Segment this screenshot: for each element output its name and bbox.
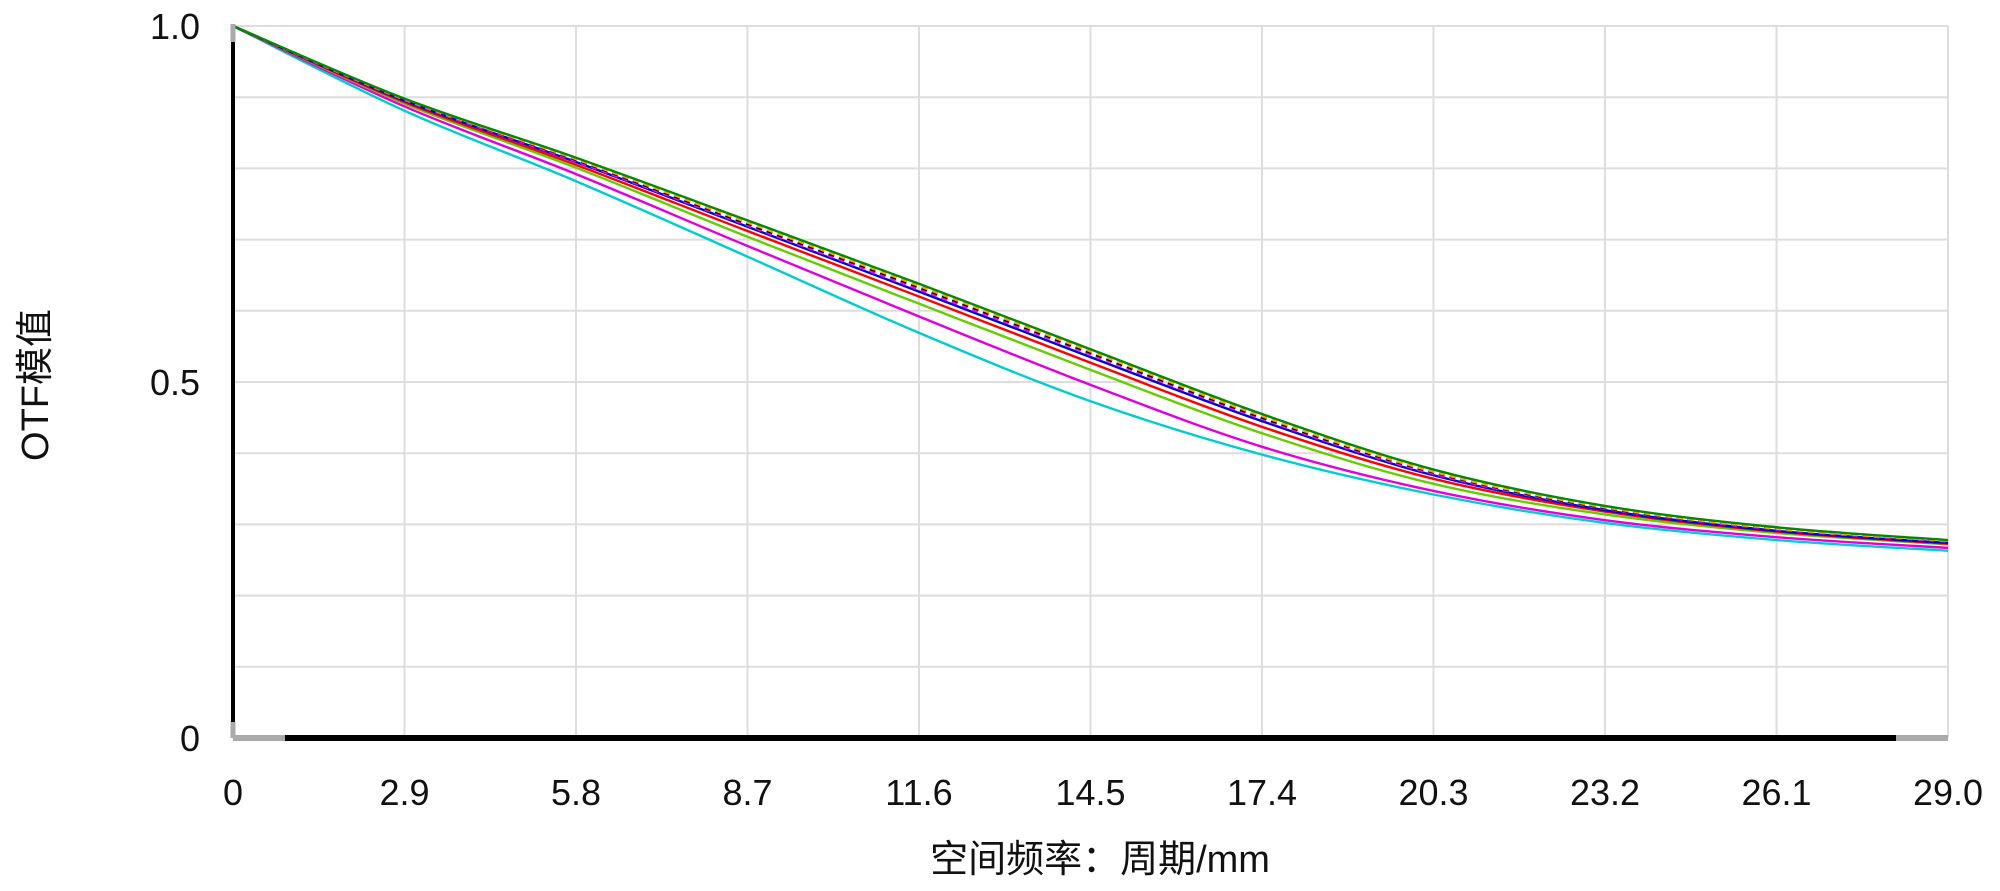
x-tick-label: 17.4 [1227, 772, 1297, 813]
series-line-9 [232, 24, 1949, 542]
x-tick-label: 8.7 [722, 772, 772, 813]
y-tick-label: 1.0 [150, 6, 200, 47]
series-line-2 [232, 24, 1949, 550]
x-tick-label: 14.5 [1055, 772, 1125, 813]
series-lines [232, 24, 1949, 552]
x-tick-label: 0 [223, 772, 243, 813]
y-tick-labels: 0 0.5 1.0 [150, 6, 200, 759]
y-tick-label: 0.5 [150, 362, 200, 403]
x-tick-label: 29.0 [1913, 772, 1983, 813]
x-axis-title: 空间频率：周期/mm [930, 839, 1270, 881]
x-tick-label: 26.1 [1741, 772, 1811, 813]
series-line-3 [232, 24, 1949, 546]
x-tick-label: 11.6 [885, 772, 952, 813]
axes [230, 24, 1948, 741]
series-line-1 [232, 24, 1949, 552]
grid [232, 25, 1949, 738]
x-tick-label: 20.3 [1398, 772, 1468, 813]
x-tick-labels: 0 2.9 5.8 8.7 11.6 14.5 17.4 20.3 23.2 26.1 29.0 [223, 772, 1983, 813]
x-tick-label: 23.2 [1570, 772, 1640, 813]
x-tick-label: 2.9 [379, 772, 429, 813]
x-tick-label: 5.8 [551, 772, 601, 813]
y-tick-label: 0 [180, 718, 200, 759]
y-axis-title: OTF模值 [15, 309, 57, 461]
